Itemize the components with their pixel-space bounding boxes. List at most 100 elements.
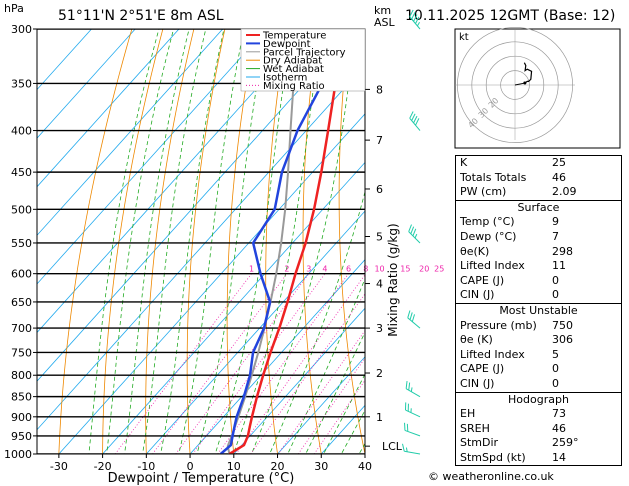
wind-barb-staff [404,450,421,455]
legend-label: Temperature [262,31,326,42]
dewpoint-profile [219,29,338,454]
pressure-tick-label: 500 [11,203,32,216]
wet-adiabat-line [251,29,357,454]
mixing-ratio-label: 6 [346,265,351,274]
wet-adiabat-line [305,331,365,454]
x-tick-label: 30 [314,460,328,473]
stats-value: 306 [552,333,573,347]
wind-barb-flag [410,226,415,234]
legend-label: Wet Adiabat [263,64,324,75]
stats-row: K 25 [456,156,621,171]
dry-adiabat-line [58,29,133,454]
wind-barb-flag [409,312,413,320]
stats-value: 750 [552,318,573,332]
pressure-tick-label: 750 [11,346,32,359]
wind-barb-staff [405,409,421,418]
stats-row: Lifted Index 11 [456,259,621,274]
datetime-title: 10.11.2025 12GMT (Base: 12) [405,8,615,24]
stats-key: Lifted Index [460,347,525,361]
mixing-ratio-label: 8 [363,265,368,274]
wind-barb [407,310,421,329]
wind-barb-flag [409,9,414,17]
isotherm-line [37,29,93,91]
pressure-tick-label: 850 [11,391,32,404]
wind-barb-flag [407,403,409,412]
stats-value: 0 [552,376,559,390]
mixing-ratio-label: 1 [249,265,254,274]
dry-adiabat-line [145,29,195,454]
wind-barb-flag [411,113,416,121]
stats-row: StmDir 259° [456,436,621,451]
legend-label: Isotherm [263,73,307,84]
stats-key: CAPE (J) [460,273,505,287]
wind-barbs [402,9,421,455]
stats-key: Temp (°C) [460,215,515,229]
stats-row: θe(K) 298 [456,245,621,260]
temperature-profile [228,29,347,454]
mixing-ratio-label: 15 [400,265,410,274]
hodograph-frame [454,28,621,149]
stats-value: 46 [552,170,566,184]
stats-row: CAPE (J) 0 [456,274,621,289]
stats-value: 0 [552,288,559,302]
mixing-ratio-label: 10 [374,265,384,274]
wind-barb-flag [413,115,418,124]
wind-barb [409,9,421,30]
km-unit: km [374,4,391,17]
km-tick-label: 6 [376,183,383,196]
stats-row: CAPE (J) 0 [456,362,621,377]
plot-frame [36,28,366,455]
wind-barb-flag [402,443,405,452]
wind-barb-flag [411,12,416,20]
mixing-ratio-labels: 1 2 3 4 6 8 10 15 20 25 [249,265,444,274]
wet-adiabat-line [196,29,267,454]
wind-barb-flag [415,118,420,126]
x-tick-label: 40 [358,460,372,473]
stats-key: SREH [460,421,490,435]
asl-unit: ASL [374,16,396,29]
legend-label: Dewpoint [263,39,311,50]
mixing-ratio-line [175,273,310,454]
dry-adiabat-line [338,29,365,454]
wind-barb-flag [412,228,417,237]
x-axis-label: Dewpoint / Temperature (°C) [108,471,295,486]
pressure-tick-label: 900 [11,411,32,424]
wind-barb-flag [413,14,418,22]
wind-barb-flag [406,423,409,432]
pressure-tick-label: 550 [11,237,32,250]
wind-barb-flag [407,310,411,318]
km-tick-label: 5 [376,230,383,243]
surface-title: Surface [517,200,560,214]
wind-barb-half [414,233,418,239]
wind-barb-flag [411,314,416,322]
stats-value: 0 [552,362,559,376]
pressure-tick-label: 450 [11,166,32,179]
wet-adiabat-line [106,29,175,454]
wind-barb-half [416,21,420,27]
wind-barb-staff [407,317,421,329]
stats-row: CIN (J) 0 [456,288,621,303]
hodograph-stats-rows: EH 73 SREH 46 StmDir 259° StmSpd (kt) 14 [456,407,621,465]
surface-box: Surface Temp (°C) 9 Dewp (°C) 7 θe(K) 298 Lift… [456,199,621,304]
mixing-ratio-label: 20 [419,265,429,274]
isotherm-line [102,161,365,454]
mixing-ratio-line [297,357,365,454]
mixing-ratio-axis-label: Mixing Ratio (g/kg) [386,223,400,336]
wet-adiabat-line [340,409,365,454]
dry-adiabat-line [102,29,164,454]
wind-barb [405,381,421,398]
mixing-ratio-label: 3 [306,265,311,274]
mixing-ratio-line [217,273,349,454]
dry-adiabat-line [186,29,226,454]
stats-key: θe (K) [460,333,493,347]
stats-key: CIN (J) [460,288,495,302]
stats-row: StmSpd (kt) 14 [456,451,621,466]
km-tick-label: 7 [376,134,383,147]
km-tick-label: 8 [376,83,383,96]
mixing-ratio-line [114,273,252,454]
wet-adiabat-line [124,29,190,454]
dry-adiabat-line [226,29,257,454]
wind-barb-flag [408,224,412,232]
wind-barb [409,111,421,131]
